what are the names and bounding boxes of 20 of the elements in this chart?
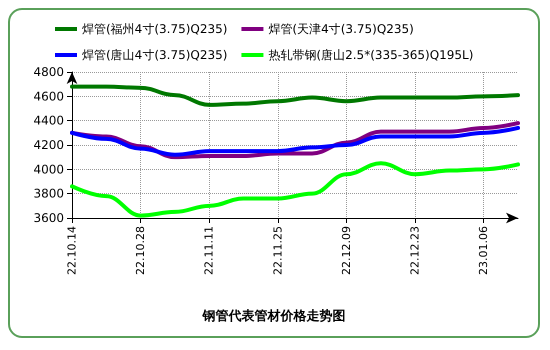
y-tick-label: 4000 [33, 162, 64, 176]
legend-label: 焊管(唐山4寸(3.75)Q235) [82, 48, 228, 62]
x-tick-label: 22.11.11 [202, 226, 216, 275]
y-tick-label: 4400 [33, 114, 64, 128]
y-tick-label: 3600 [33, 211, 64, 225]
x-tick-label: 23.01.06 [477, 226, 490, 275]
x-tick-label: 22.12.23 [408, 226, 422, 275]
y-tick-label: 3800 [33, 186, 64, 201]
legend-label: 焊管(天津4寸(3.75)Q235) [268, 22, 414, 36]
x-tick-label: 22.10.14 [66, 226, 78, 275]
y-tick-label: 4600 [33, 89, 64, 104]
text: 钢管代表管材价格走势图 [202, 308, 346, 324]
legend-label: 热轧带钢(唐山2.5*(335-365)Q195L) [268, 48, 474, 62]
x-tick-label: 22.11.25 [271, 226, 284, 275]
x-tick-label: 22.10.28 [134, 226, 148, 275]
line-series [70, 84, 520, 107]
y-tick-label: 4200 [33, 138, 64, 152]
y-tick-label: 4800 [33, 65, 64, 79]
legend-label: 焊管(福州4寸(3.75)Q235) [82, 22, 228, 36]
x-tick-label: 22.12.09 [340, 226, 353, 275]
